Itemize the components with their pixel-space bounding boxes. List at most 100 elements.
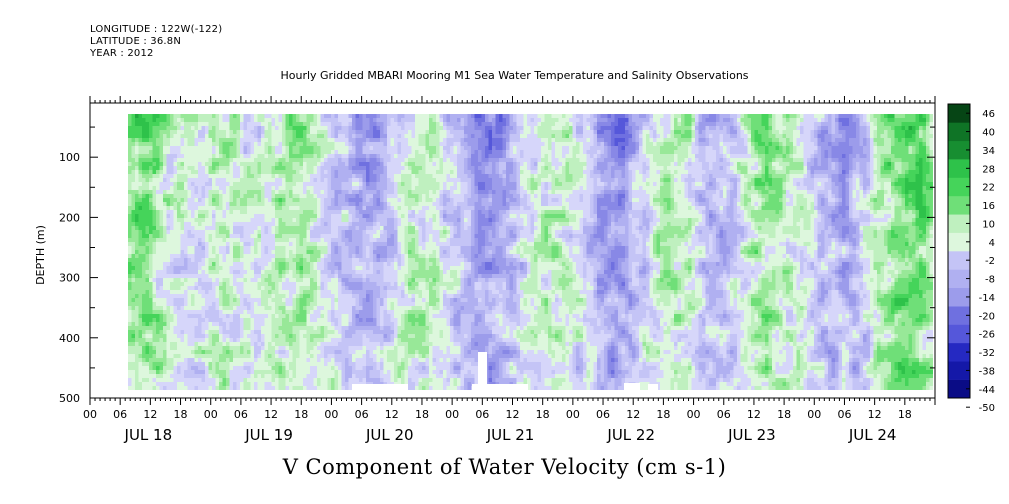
heatmap-cell [163, 326, 167, 331]
heatmap-cell [296, 194, 300, 199]
heatmap-cell [156, 186, 160, 191]
heatmap-cell [184, 326, 188, 331]
heatmap-cell [187, 238, 192, 243]
heatmap-cell [264, 266, 269, 271]
heatmap-cell [345, 206, 349, 211]
heatmap-cell [345, 174, 349, 179]
heatmap-cell [348, 158, 353, 163]
heatmap-cell [205, 378, 209, 383]
heatmap-cell [310, 130, 314, 135]
heatmap-cell [264, 262, 269, 267]
heatmap-cell [173, 278, 178, 283]
heatmap-cell [282, 374, 286, 379]
heatmap-cell [159, 362, 164, 367]
heatmap-cell [292, 170, 297, 175]
heatmap-cell [138, 138, 143, 143]
heatmap-cell [145, 122, 150, 127]
heatmap-cell [156, 270, 160, 275]
heatmap-cell [128, 218, 132, 223]
heatmap-cell [376, 254, 381, 259]
heatmap-cell [180, 294, 185, 299]
heatmap-cell [212, 358, 216, 363]
heatmap-cell [299, 298, 304, 303]
heatmap-cell [250, 186, 255, 191]
heatmap-cell [208, 322, 213, 327]
heatmap-cell [254, 310, 258, 315]
heatmap-cell [268, 274, 272, 279]
heatmap-cell [163, 274, 167, 279]
heatmap-cell [229, 206, 234, 211]
heatmap-cell [355, 358, 360, 363]
heatmap-cell [373, 134, 377, 139]
heatmap-cell [201, 382, 206, 387]
heatmap-cell [327, 266, 332, 271]
heatmap-cell [317, 126, 321, 131]
heatmap-cell [303, 326, 307, 331]
heatmap-cell [142, 190, 146, 195]
heatmap-cell [236, 298, 241, 303]
heatmap-cell [205, 130, 209, 135]
heatmap-cell [212, 202, 216, 207]
heatmap-cell [292, 162, 297, 167]
heatmap-cell [135, 298, 139, 303]
heatmap-cell [247, 246, 251, 251]
heatmap-cell [222, 318, 227, 323]
heatmap-cell [341, 378, 346, 383]
heatmap-cell [355, 250, 360, 255]
heatmap-cell [289, 318, 293, 323]
heatmap-cell [152, 174, 157, 179]
heatmap-cell [198, 306, 202, 311]
heatmap-cell [159, 138, 164, 143]
heatmap-cell [376, 326, 381, 331]
heatmap-cell [215, 178, 220, 183]
heatmap-cell [306, 130, 311, 135]
heatmap-cell [166, 186, 171, 191]
heatmap-cell [229, 294, 234, 299]
heatmap-cell [306, 330, 311, 335]
heatmap-cell [233, 310, 237, 315]
heatmap-cell [219, 146, 223, 151]
heatmap-cell [131, 218, 136, 223]
heatmap-cell [292, 366, 297, 371]
heatmap-cell [373, 218, 377, 223]
heatmap-cell [278, 386, 283, 390]
heatmap-cell [296, 174, 300, 179]
heatmap-cell [296, 222, 300, 227]
heatmap-cell [222, 270, 227, 275]
heatmap-cell [215, 250, 220, 255]
heatmap-cell [348, 370, 353, 375]
heatmap-cell [131, 118, 136, 123]
heatmap-cell [334, 330, 339, 335]
heatmap-cell [226, 178, 230, 183]
heatmap-cell [282, 214, 286, 219]
heatmap-cell [250, 150, 255, 155]
heatmap-cell [205, 142, 209, 147]
heatmap-cell [226, 294, 230, 299]
heatmap-cell [163, 130, 167, 135]
heatmap-cell [275, 186, 279, 191]
heatmap-cell [317, 374, 321, 379]
heatmap-cell [233, 266, 237, 271]
heatmap-cell [135, 338, 139, 343]
heatmap-cell [187, 370, 192, 375]
heatmap-cell [338, 198, 342, 203]
heatmap-cell [334, 294, 339, 299]
heatmap-cell [184, 234, 188, 239]
heatmap-cell [166, 266, 171, 271]
heatmap-cell [194, 354, 199, 359]
heatmap-cell [236, 178, 241, 183]
heatmap-cell [184, 378, 188, 383]
heatmap-cell [240, 246, 244, 251]
heatmap-cell [212, 266, 216, 271]
heatmap-cell [310, 322, 314, 327]
heatmap-cell [212, 182, 216, 187]
heatmap-cell [208, 194, 213, 199]
heatmap-cell [187, 366, 192, 371]
heatmap-cell [338, 142, 342, 147]
heatmap-cell [261, 134, 265, 139]
heatmap-cell [173, 266, 178, 271]
heatmap-cell [306, 358, 311, 363]
heatmap-cell [348, 290, 353, 295]
heatmap-cell [240, 162, 244, 167]
heatmap-cell [285, 142, 290, 147]
